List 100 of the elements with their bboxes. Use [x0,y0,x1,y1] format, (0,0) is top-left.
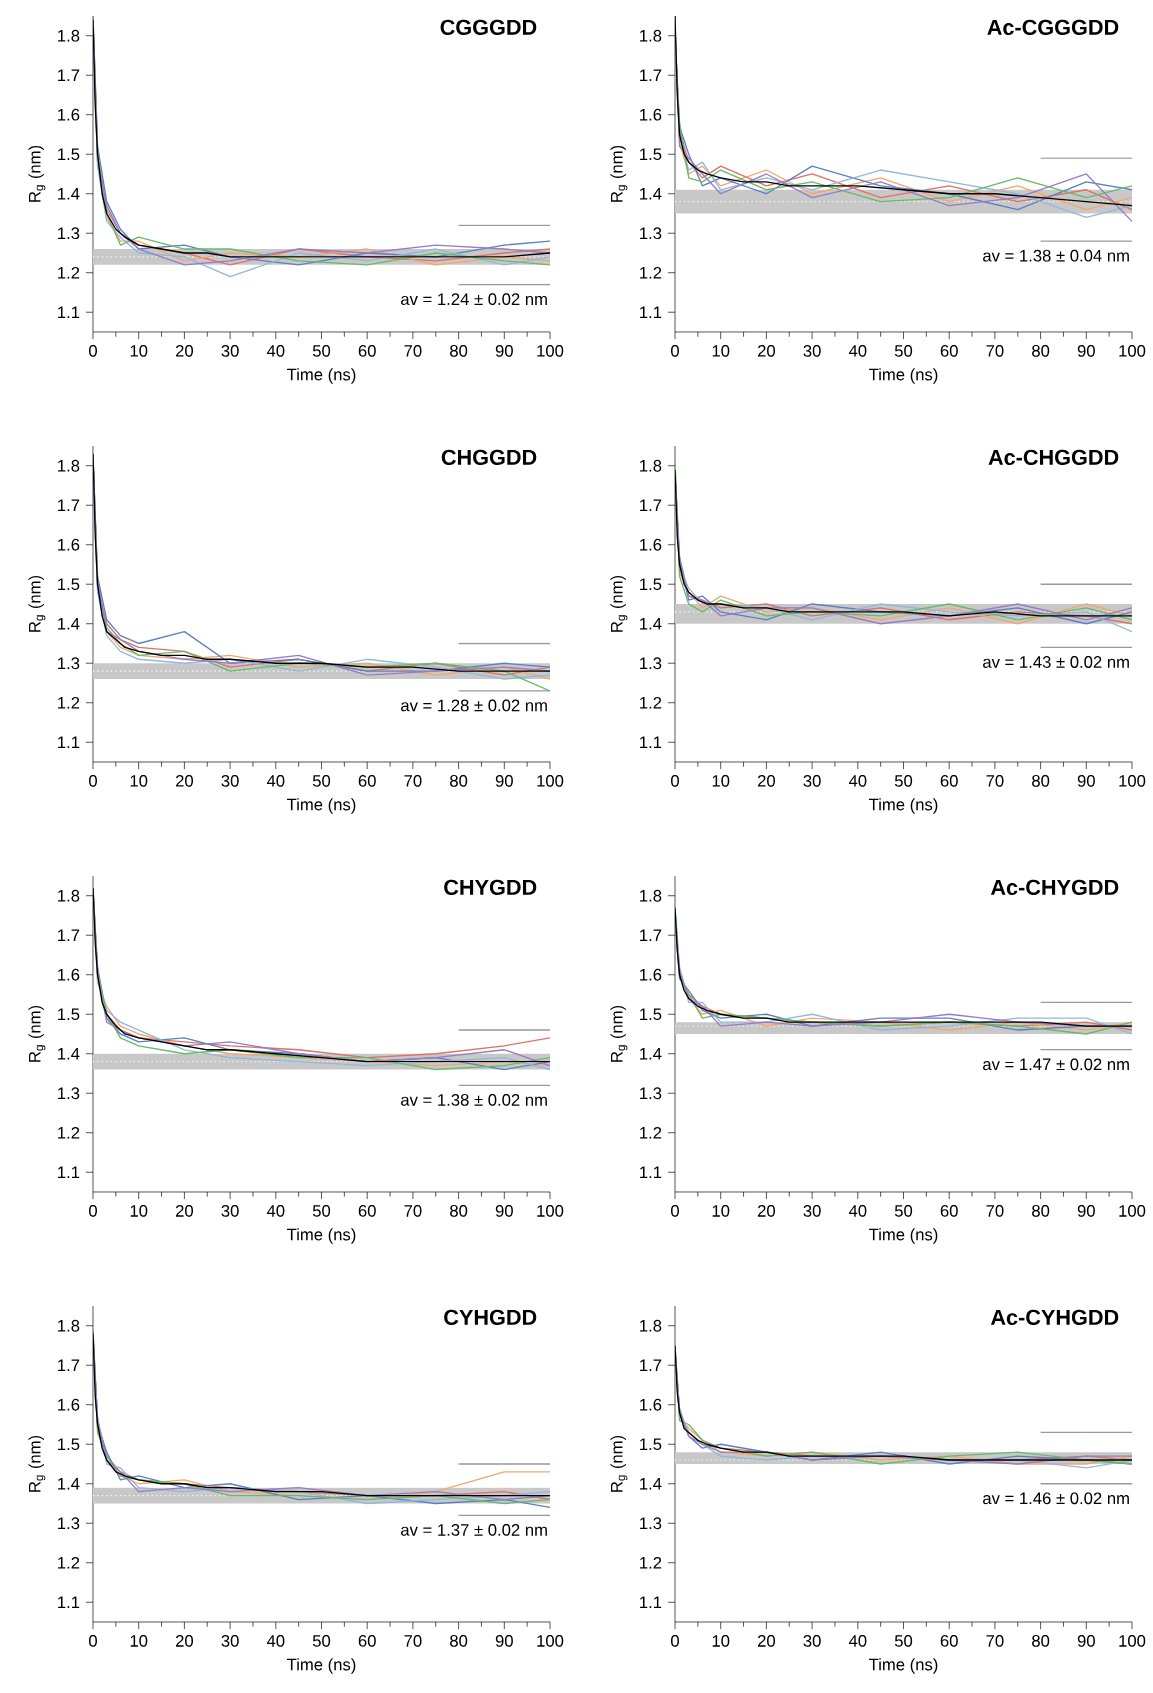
y-tick-label: 1.3 [640,1517,662,1530]
y-tick-label: 1.6 [58,968,80,981]
x-tick-label: 10 [712,774,730,787]
x-tick-label: 10 [712,1635,730,1647]
x-tick-label: 30 [221,774,239,787]
y-tick-label: 1.3 [58,657,80,670]
chart-title: CGGGDD [440,19,537,35]
x-axis-title: Time (ns) [286,1228,356,1244]
x-tick-label: 90 [495,774,513,787]
x-tick-label: 100 [537,344,564,357]
x-tick-label: 90 [1077,1204,1095,1217]
y-tick-label: 1.4 [58,1478,80,1490]
x-axis-title: Time (ns) [868,798,938,814]
x-tick-label: 70 [404,774,422,787]
y-tick-label: 1.4 [640,187,662,200]
x-tick-label: 40 [266,774,285,787]
x-tick-label: 70 [404,1204,422,1217]
x-tick-label: 30 [803,1635,821,1647]
annotation: av = 1.38 ± 0.02 nm [401,1094,547,1106]
x-axis-title: Time (ns) [868,1658,938,1674]
x-tick-label: 60 [940,774,958,787]
y-tick-label: 1.2 [640,266,662,279]
y-tick-label: 1.6 [640,108,662,121]
y-tick-label: 1.1 [640,1596,662,1608]
y-tick-label: 1.3 [640,227,662,240]
x-tick-label: 50 [312,344,331,357]
y-tick-label: 1.2 [58,696,80,709]
y-tick-label: 1.5 [640,148,662,161]
y-axis-title: R$_{g}$ (nm) [28,575,46,632]
x-tick-label: 70 [404,344,422,357]
x-tick-label: 10 [130,774,148,787]
chart-title: CHYGDD [444,879,537,895]
x-tick-label: 90 [495,1635,513,1647]
x-tick-label: 70 [986,774,1004,787]
x-tick-label: 100 [537,1204,564,1217]
x-tick-label: 30 [803,774,821,787]
x-tick-label: 80 [450,344,468,357]
x-tick-label: 60 [358,1204,376,1217]
y-tick-label: 1.2 [640,1126,662,1139]
y-tick-label: 1.5 [58,1008,80,1021]
y-tick-label: 1.7 [640,69,662,81]
x-tick-label: 80 [1032,1635,1050,1647]
y-tick-label: 1.3 [640,1087,662,1100]
x-tick-label: 60 [940,1204,958,1217]
y-tick-label: 1.3 [640,657,662,670]
y-tick-label: 1.4 [58,187,80,200]
y-axis-title: R$_{g}$ (nm) [28,1005,46,1062]
x-tick-label: 90 [495,344,513,357]
annotation: av = 1.43 ± 0.02 nm [983,656,1129,668]
y-tick-label: 1.4 [58,1047,80,1060]
x-tick-label: 60 [358,344,376,357]
x-tick-label: 50 [894,1635,913,1647]
x-tick-label: 50 [894,344,913,357]
x-axis-title: Time (ns) [868,368,938,384]
annotation: av = 1.28 ± 0.02 nm [401,699,547,712]
x-tick-label: 40 [848,344,867,357]
x-tick-label: 0 [89,1204,97,1217]
chart-title: Ac-CHGGDD [988,449,1119,465]
x-tick-label: 10 [130,1635,148,1647]
annotation: av = 1.24 ± 0.02 nm [401,293,547,306]
y-tick-label: 1.1 [640,1166,662,1178]
x-tick-label: 0 [89,344,97,357]
y-tick-label: 1.5 [58,148,80,161]
x-tick-label: 100 [1119,344,1146,357]
chart-title: Ac-CHYGDD [990,879,1119,895]
y-tick-label: 1.2 [640,1556,662,1569]
y-tick-label: 1.1 [58,736,80,748]
chart-title: Ac-CYHGDD [990,1309,1119,1325]
y-tick-label: 1.4 [640,617,662,630]
x-tick-label: 50 [894,1204,913,1217]
chart-title: CYHGDD [444,1309,537,1325]
y-tick-label: 1.7 [58,1359,80,1371]
y-tick-label: 1.5 [58,1438,80,1451]
y-tick-label: 1.7 [58,929,80,941]
x-tick-label: 40 [266,344,285,357]
x-tick-label: 20 [175,1635,194,1647]
x-tick-label: 10 [712,1204,730,1217]
y-tick-label: 1.8 [58,889,80,902]
y-tick-label: 1.3 [58,1087,80,1100]
x-tick-label: 50 [312,1204,331,1217]
y-tick-label: 1.8 [640,29,662,42]
x-tick-label: 50 [312,774,331,787]
x-tick-label: 0 [671,1635,679,1647]
x-tick-label: 50 [894,774,913,787]
x-tick-label: 80 [1032,774,1050,787]
x-tick-label: 60 [940,344,958,357]
x-tick-label: 90 [1077,774,1095,787]
x-tick-label: 60 [358,1635,376,1647]
y-tick-label: 1.8 [58,29,80,42]
y-tick-label: 1.1 [58,306,80,318]
x-axis-title: Time (ns) [868,1228,938,1244]
x-tick-label: 80 [450,774,468,787]
x-tick-label: 0 [671,344,679,357]
annotation: av = 1.46 ± 0.02 nm [983,1492,1129,1505]
y-tick-label: 1.5 [640,578,662,591]
x-axis-title: Time (ns) [286,368,356,384]
y-tick-label: 1.4 [640,1478,662,1490]
x-tick-label: 90 [495,1204,513,1217]
y-tick-label: 1.4 [58,617,80,630]
x-tick-label: 20 [757,774,776,787]
